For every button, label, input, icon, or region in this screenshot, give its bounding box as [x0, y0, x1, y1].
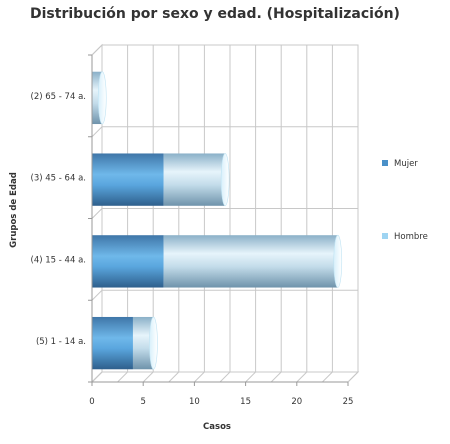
gridline-floor: [117, 371, 128, 383]
bar-hombre[interactable]: [92, 71, 103, 125]
gridline-category-left: [91, 289, 103, 301]
gridline-floor: [347, 371, 359, 383]
bar-mujer[interactable]: [92, 235, 164, 288]
legend-label-mujer[interactable]: Mujer: [394, 159, 418, 169]
gridline-category-left: [91, 44, 103, 56]
x-tick-label: 25: [343, 397, 354, 407]
gridline-floor: [322, 371, 333, 383]
x-tick-label: 5: [140, 397, 145, 407]
y-tick-label: (4) 15 - 44 a.: [31, 255, 86, 265]
gridline-floor: [168, 371, 180, 383]
y-tick-label: (3) 45 - 64 a.: [31, 174, 86, 184]
legend-swatch-mujer: [382, 160, 388, 166]
chart-title: Distribución por sexo y edad. (Hospitali…: [30, 6, 400, 22]
gridline-category-left: [91, 371, 103, 383]
bar-hombre[interactable]: [163, 235, 338, 288]
gridline-floor: [296, 371, 308, 383]
x-tick-label: 10: [189, 397, 200, 407]
bar-mujer[interactable]: [92, 153, 164, 206]
y-axis-title: Grupos de Edad: [9, 172, 19, 248]
y-tick-label: (2) 65 - 74 a.: [31, 92, 86, 102]
x-tick-label: 20: [291, 397, 302, 407]
legend-swatch-hombre: [382, 233, 388, 239]
gridline-floor: [270, 371, 282, 383]
x-tick-label: 15: [240, 397, 251, 407]
gridline-category-left: [91, 208, 103, 219]
bar-hombre[interactable]: [132, 316, 154, 370]
gridline-category-left: [91, 126, 103, 138]
x-tick-label: 0: [89, 397, 94, 407]
gridline-floor: [245, 371, 256, 383]
y-tick-label: (5) 1 - 14 a.: [36, 337, 86, 347]
bar-end-cap: [333, 234, 343, 288]
bar-mujer[interactable]: [92, 316, 133, 370]
bar-end-cap: [220, 153, 230, 207]
bar-end-cap: [149, 316, 158, 370]
x-axis-title: Casos: [203, 422, 231, 432]
bar-hombre[interactable]: [163, 153, 226, 206]
gridline-floor: [194, 371, 205, 383]
bar-end-cap: [97, 71, 107, 125]
legend-label-hombre[interactable]: Hombre: [394, 232, 428, 242]
gridline-floor: [219, 371, 231, 383]
gridline-floor: [142, 371, 154, 383]
